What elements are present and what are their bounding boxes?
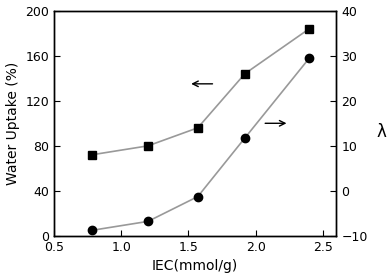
Y-axis label: Water Uptake (%): Water Uptake (%) xyxy=(5,62,20,185)
Y-axis label: λ: λ xyxy=(377,123,387,141)
X-axis label: IEC(mmol/g): IEC(mmol/g) xyxy=(152,259,238,273)
